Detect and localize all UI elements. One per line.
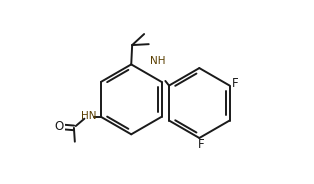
Text: F: F <box>232 77 239 90</box>
Text: NH: NH <box>150 56 166 66</box>
Text: F: F <box>198 138 204 151</box>
Text: O: O <box>54 120 63 133</box>
Text: HN: HN <box>81 111 97 121</box>
